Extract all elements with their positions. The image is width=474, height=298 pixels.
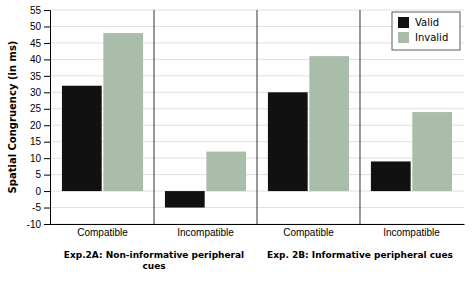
tick-label: 55 xyxy=(30,5,42,16)
x-axis: Compatible Incompatible Compatible Incompat… xyxy=(51,225,465,239)
bar-series xyxy=(103,33,452,191)
tick-mark xyxy=(44,125,50,126)
tick-mark xyxy=(44,59,50,60)
tick: 0 xyxy=(35,186,50,197)
tick: 25 xyxy=(30,103,50,114)
tick-mark xyxy=(44,76,50,77)
tick: Compatible xyxy=(283,227,334,238)
tick-mark xyxy=(44,158,50,159)
legend-frame xyxy=(392,12,460,50)
divider xyxy=(154,10,155,224)
tick: Incompatible xyxy=(177,227,234,238)
legend-item: Valid xyxy=(398,17,439,29)
legend-label: Invalid xyxy=(415,32,448,43)
tick-label: 10 xyxy=(30,153,42,164)
tick-mark xyxy=(44,142,50,143)
tick-label: 45 xyxy=(30,38,42,49)
divider xyxy=(359,10,360,224)
axis-line xyxy=(51,224,465,225)
tick-label: Incompatible xyxy=(177,227,234,238)
annotation: Exp.2A: Non-informative peripheralcues xyxy=(64,250,244,271)
tick-label: 0 xyxy=(35,186,41,197)
tick-label: -5 xyxy=(32,202,41,213)
axis-title: Spatial Congruency (in ms) xyxy=(7,41,18,194)
annotation: Exp. 2B: Informative peripheral cues xyxy=(267,250,453,260)
bar xyxy=(62,86,102,191)
tick-mark xyxy=(44,208,50,209)
bar xyxy=(103,33,143,191)
tick-mark xyxy=(44,109,50,110)
tick-mark xyxy=(44,92,50,93)
legend: Valid Invalid xyxy=(392,12,460,50)
dividers xyxy=(154,10,360,224)
tick: Incompatible xyxy=(383,227,440,238)
tick-label: -10 xyxy=(27,219,42,230)
bar xyxy=(309,56,349,191)
tick: 40 xyxy=(30,54,50,65)
tick: 20 xyxy=(30,120,50,131)
tick-label: 20 xyxy=(30,120,42,131)
tick: 5 xyxy=(35,169,50,180)
tick: 15 xyxy=(30,136,50,147)
chart: 5550454035302520151050-5-10CompatibleInc… xyxy=(0,0,474,298)
bar xyxy=(412,112,452,191)
tick: -10 xyxy=(27,219,50,230)
plot: 5550454035302520151050-5-10CompatibleInc… xyxy=(27,5,465,238)
legend-swatch xyxy=(398,17,409,28)
tick: 50 xyxy=(30,21,50,32)
grid xyxy=(50,10,464,224)
bar xyxy=(268,92,308,191)
tick-label: Compatible xyxy=(283,227,334,238)
tick-label: 15 xyxy=(30,136,42,147)
axis-line xyxy=(44,11,51,225)
tick: 45 xyxy=(30,38,50,49)
tick: 35 xyxy=(30,71,50,82)
tick-label: 30 xyxy=(30,87,42,98)
tick-label: 25 xyxy=(30,103,42,114)
tick: -5 xyxy=(32,202,50,213)
tick-label: 50 xyxy=(30,21,42,32)
bar xyxy=(371,161,411,191)
tick-mark xyxy=(44,224,50,225)
legend-swatch xyxy=(398,32,409,43)
divider xyxy=(257,10,258,224)
tick: Compatible xyxy=(77,227,128,238)
bar xyxy=(206,152,246,192)
tick: 30 xyxy=(30,87,50,98)
tick-label: 40 xyxy=(30,54,42,65)
tick: 55 xyxy=(30,5,50,16)
legend-label: Valid xyxy=(415,17,439,28)
legend-item: Invalid xyxy=(398,32,448,44)
tick-label: 5 xyxy=(35,169,41,180)
tick-label: 35 xyxy=(30,71,42,82)
tick-mark xyxy=(44,191,50,192)
bar xyxy=(165,191,205,207)
tick-label: Incompatible xyxy=(383,227,440,238)
tick-mark xyxy=(44,175,50,176)
tick-mark xyxy=(44,26,50,27)
tick-mark xyxy=(44,43,50,44)
tick-mark xyxy=(44,10,50,11)
tick: 10 xyxy=(30,153,50,164)
tick-label: Compatible xyxy=(77,227,128,238)
y-axis: 5550454035302520151050-5-10 xyxy=(27,5,51,230)
